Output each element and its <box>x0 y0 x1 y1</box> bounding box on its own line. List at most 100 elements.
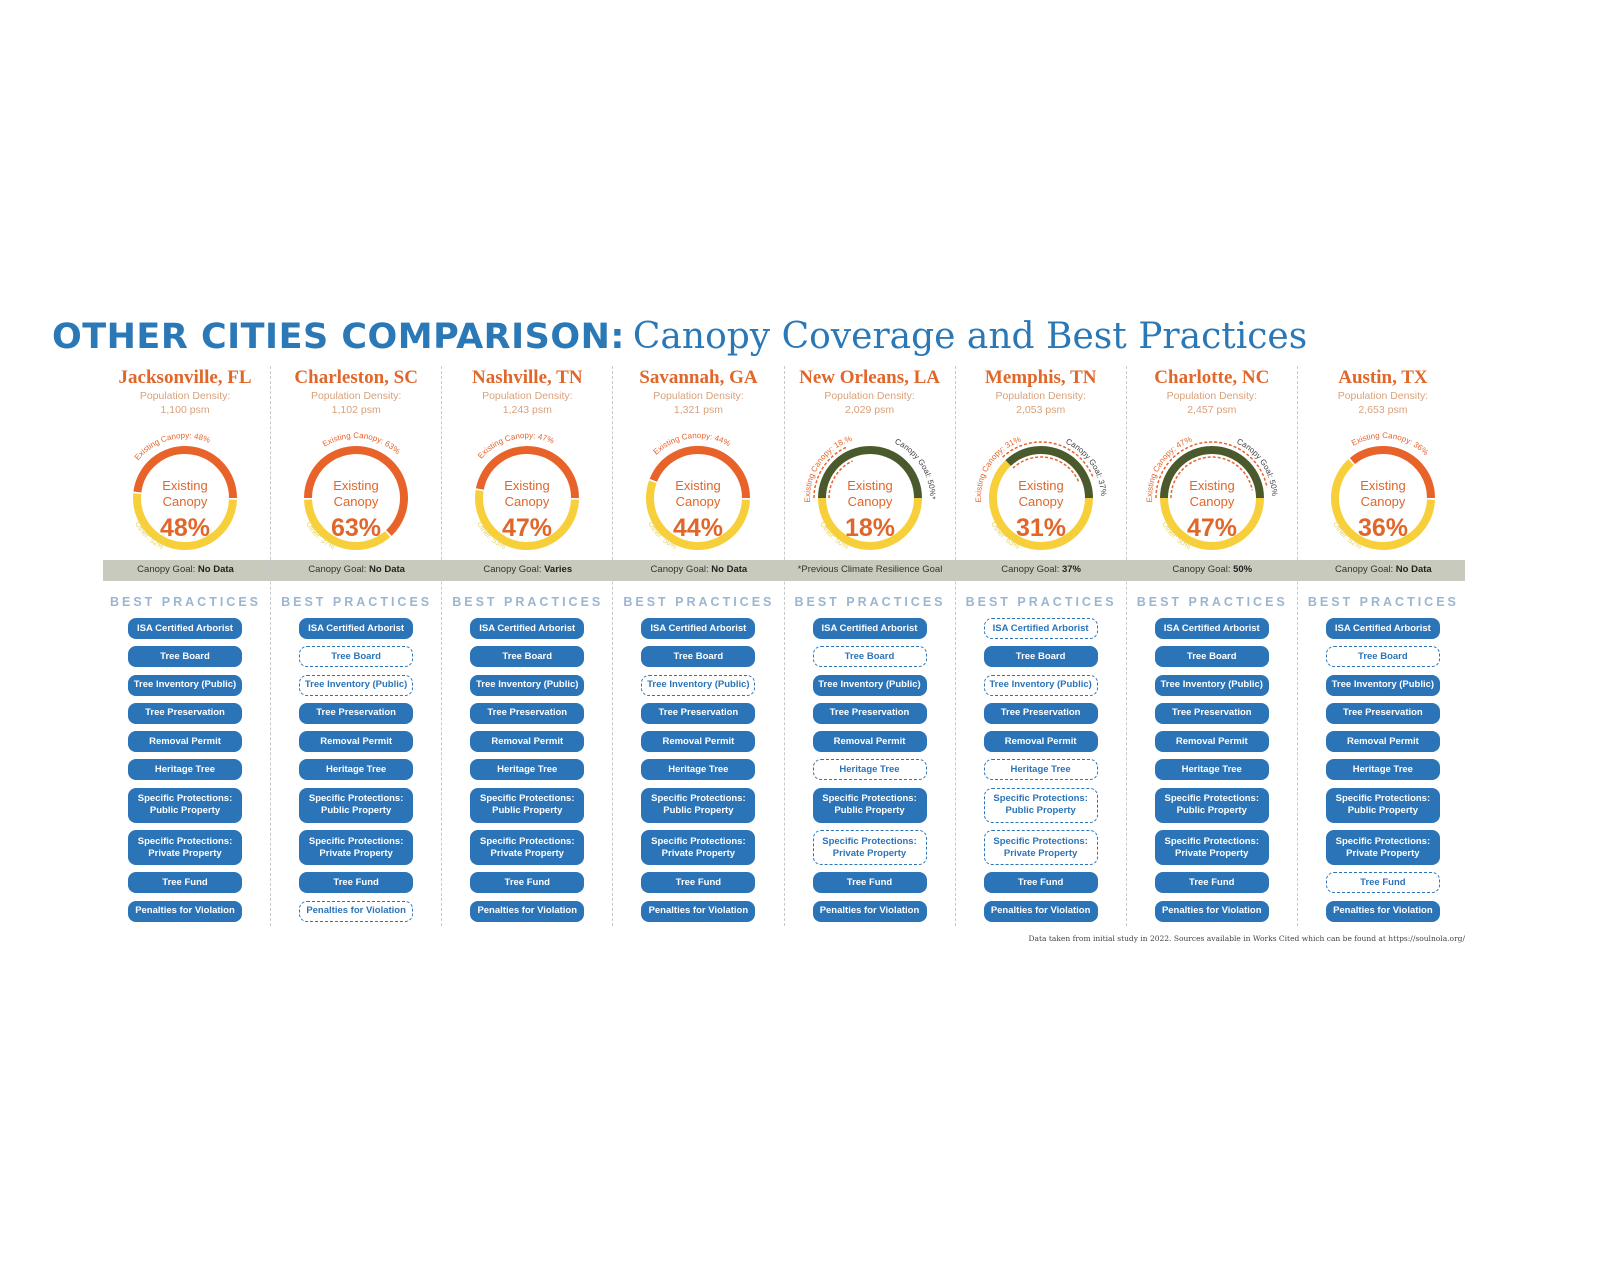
canopy-goal: Canopy Goal: No Data <box>613 563 784 577</box>
density-value: 1,100 psm <box>160 404 210 416</box>
canopy-goal: Canopy Goal: No Data <box>271 563 442 577</box>
density-label: Population Density: <box>653 390 744 402</box>
practice-badge-present: Tree Fund <box>1154 872 1269 894</box>
goal-value: No Data <box>197 564 234 575</box>
canopy-goal: Canopy Goal: No Data <box>1298 563 1469 577</box>
canopy-donut: Existing Canopy: 36%Other: 62%ExistingCa… <box>1330 431 1435 551</box>
practice-badge-present: Specific Protections: Public Property <box>128 787 242 823</box>
density-value: 2,053 psm <box>1016 404 1066 416</box>
city-column: Austin, TX Population Density: 2,653 psm… <box>1296 366 1469 926</box>
practice-badge-present: Tree Preservation <box>128 702 242 724</box>
other-arc <box>646 480 751 550</box>
practice-badge-present: Tree Preservation <box>1325 702 1440 724</box>
best-practices-list: ISA Certified Arborist Tree Board Tree Inv… <box>641 618 756 929</box>
center-label-canopy: Canopy <box>1360 494 1405 509</box>
center-label-canopy: Canopy <box>334 494 379 509</box>
practice-badge-present: Removal Permit <box>128 731 242 753</box>
practice-badge-present: Removal Permit <box>641 731 756 753</box>
city-column: Savannah, GA Population Density: 1,321 p… <box>612 366 783 926</box>
best-practices-heading: BEST PRACTICES <box>1307 595 1459 609</box>
canopy-donut: Existing Canopy: 48%Other: 52%ExistingCa… <box>133 431 237 551</box>
goal-arc <box>817 446 922 499</box>
density-label: Population Density: <box>1337 390 1429 402</box>
practice-badge-present: ISA Certified Arborist <box>128 618 242 639</box>
practice-badge-present: Tree Board <box>470 646 585 668</box>
density-value: 2,653 psm <box>1358 404 1408 416</box>
city-name: Jacksonville, FL <box>118 367 252 388</box>
center-label-existing: Existing <box>676 478 722 493</box>
center-label-canopy: Canopy <box>1189 494 1234 509</box>
goal-value: No Data <box>369 564 405 575</box>
city-name: Charlotte, NC <box>1154 367 1270 388</box>
practice-badge-present: Tree Board <box>641 646 756 668</box>
goal-value: No Data <box>1395 564 1432 575</box>
density-label: Population Density: <box>824 390 915 402</box>
goal-prefix: Canopy Goal: <box>483 564 542 575</box>
goal-value: No Data <box>711 564 748 575</box>
canopy-arc <box>1349 446 1435 499</box>
canopy-donut: Canopy Goal: 37%Existing Canopy: 31%Othe… <box>974 435 1108 551</box>
center-label-canopy: Canopy <box>505 494 550 509</box>
canopy-percent: 36% <box>1358 514 1408 542</box>
practice-badge-present: Tree Fund <box>128 872 242 894</box>
center-label-canopy: Canopy <box>1018 494 1063 509</box>
practice-badge-absent: Tree Inventory (Public) <box>299 674 414 696</box>
goal-value: Varies <box>544 564 573 575</box>
center-label-existing: Existing <box>504 478 550 493</box>
practice-badge-present: Tree Inventory (Public) <box>1154 674 1269 696</box>
practice-badge-present: Removal Permit <box>1154 731 1269 753</box>
practice-badge-present: Penalties for Violation <box>470 900 585 922</box>
canopy-percent: 47% <box>1187 514 1237 542</box>
practice-badge-present: Tree Preservation <box>812 702 927 724</box>
density-value: 2,457 psm <box>1187 404 1237 416</box>
goal-value: 50% <box>1233 564 1253 575</box>
practice-badge-present: ISA Certified Arborist <box>1325 618 1440 639</box>
practice-badge-absent: Tree Board <box>812 646 927 668</box>
center-label-canopy: Canopy <box>676 494 721 509</box>
canopy-goal: Canopy Goal: 37% <box>956 563 1127 577</box>
practice-badge-present: Removal Permit <box>983 731 1098 753</box>
goal-prefix: Canopy Goal: <box>1172 564 1231 575</box>
practice-badge-present: Tree Inventory (Public) <box>470 674 585 696</box>
practice-badge-absent: Penalties for Violation <box>299 900 414 922</box>
city-columns: Jacksonville, FL Population Density: 1,1… <box>100 366 1468 926</box>
practice-badge-present: Penalties for Violation <box>1325 900 1440 922</box>
practice-badge-absent: Tree Fund <box>1325 872 1440 894</box>
density-label: Population Density: <box>310 390 402 402</box>
other-arc <box>475 490 580 551</box>
center-label-existing: Existing <box>333 478 379 493</box>
goal-prefix: Canopy Goal: <box>1001 564 1060 575</box>
canopy-arc <box>650 446 751 499</box>
city-column: Jacksonville, FL Population Density: 1,1… <box>100 366 270 926</box>
practice-badge-present: Specific Protections: Public Property <box>1325 787 1440 823</box>
goal-prefix: Canopy Goal: <box>650 564 709 575</box>
existing-arc-label-text: Existing Canopy: 48% <box>133 431 212 462</box>
best-practices-list: ISA Certified Arborist Tree Board Tree Inv… <box>128 618 242 929</box>
practice-badge-absent: Heritage Tree <box>983 759 1098 781</box>
practice-badge-present: Specific Protections: Public Property <box>470 787 585 823</box>
page-title: OTHER CITIES COMPARISON: Canopy Coverage … <box>52 316 1307 365</box>
goal-prefix: Canopy Goal: <box>308 564 367 575</box>
other-arc <box>817 497 922 550</box>
other-arc <box>304 499 391 550</box>
best-practices-heading: BEST PRACTICES <box>965 595 1117 609</box>
best-practices-heading: BEST PRACTICES <box>794 595 946 609</box>
practice-badge-present: Tree Inventory (Public) <box>128 674 242 696</box>
practice-badge-present: ISA Certified Arborist <box>1154 618 1269 639</box>
other-arc <box>1330 459 1435 550</box>
practice-badge-absent: Heritage Tree <box>812 759 927 781</box>
practice-badge-present: Tree Preservation <box>641 702 756 724</box>
center-label-existing: Existing <box>1189 478 1235 493</box>
practice-badge-present: Tree Fund <box>812 872 927 894</box>
goal-prefix: Canopy Goal: <box>137 564 196 575</box>
canopy-percent: 18% <box>844 514 894 542</box>
practice-badge-present: ISA Certified Arborist <box>812 618 927 639</box>
practice-badge-present: Removal Permit <box>812 731 927 753</box>
practice-badge-present: ISA Certified Arborist <box>299 618 414 639</box>
canopy-dashed-arc <box>1170 456 1253 499</box>
existing-arc-label-text: Existing Canopy: 31% <box>974 435 1022 503</box>
practice-badge-present: Specific Protections: Private Property <box>470 830 585 866</box>
practice-badge-absent: Tree Inventory (Public) <box>983 674 1098 696</box>
city-name: Savannah, GA <box>639 367 758 388</box>
practice-badge-present: Tree Fund <box>983 872 1098 894</box>
